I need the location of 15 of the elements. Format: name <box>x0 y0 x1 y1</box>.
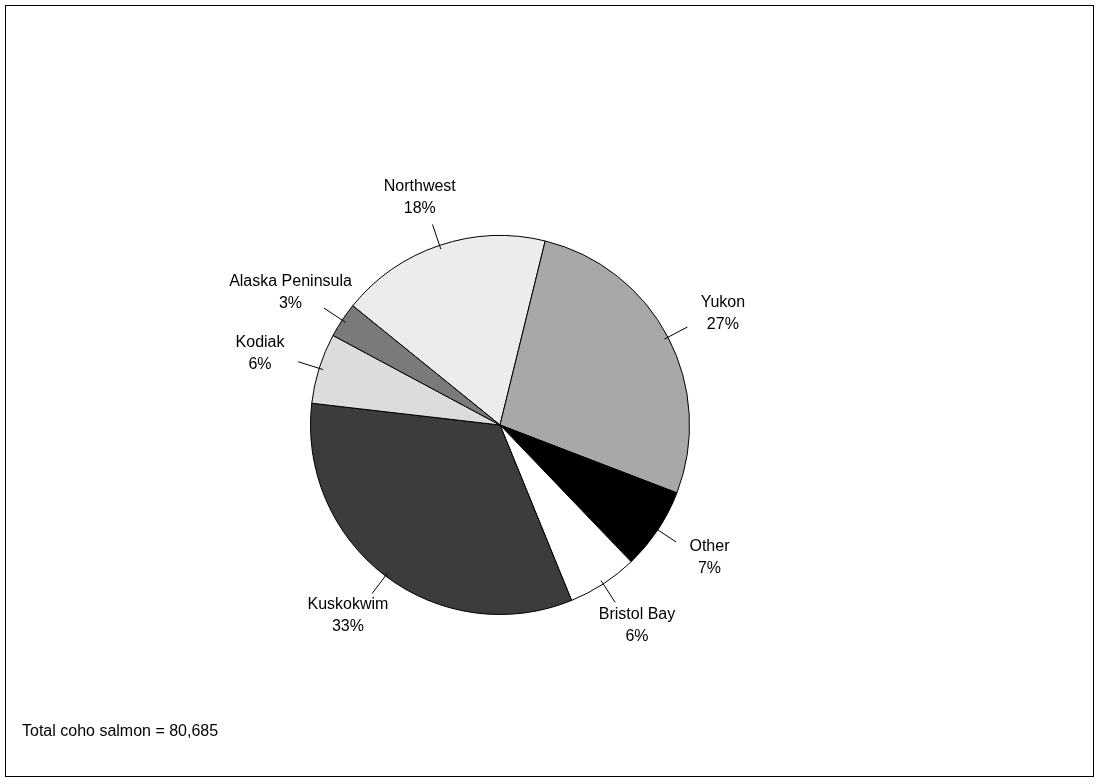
data-label: 6% <box>248 354 272 372</box>
data-label: 3% <box>278 293 303 311</box>
data-label: 33% <box>331 617 364 635</box>
data-label: 6% <box>625 627 649 645</box>
slice-label: Other <box>689 536 731 554</box>
slice-label: Northwest <box>383 177 457 195</box>
data-label: 27% <box>706 315 739 333</box>
slice-label: Yukon <box>700 293 746 311</box>
data-label: 18% <box>403 199 436 217</box>
text: Total coho salmon = 80,685 <box>22 722 219 740</box>
slice-label: Kuskokwim <box>307 595 389 613</box>
data-label: 7% <box>697 558 722 576</box>
slice-label: Kodiak <box>235 332 286 350</box>
slice-label: Bristol Bay <box>598 605 676 623</box>
slice-label: Alaska Peninsula <box>229 271 352 289</box>
